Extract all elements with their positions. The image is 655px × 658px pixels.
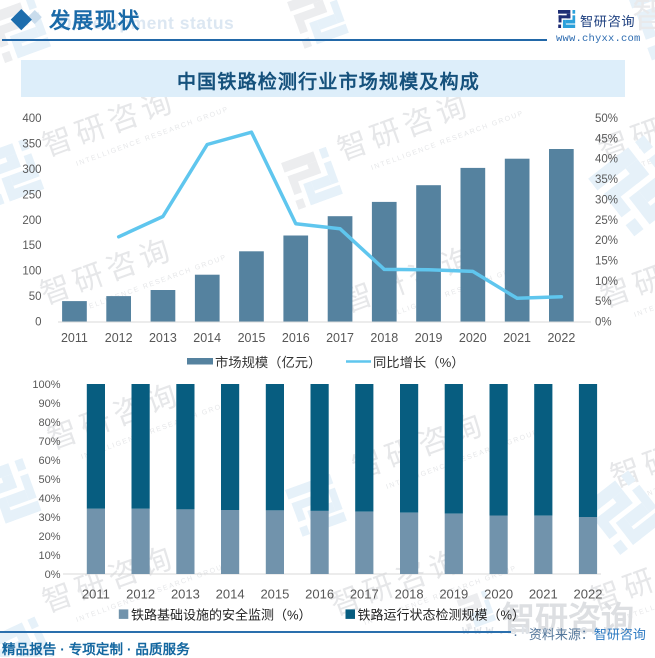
svg-text:350: 350 (22, 138, 41, 150)
svg-text:2013: 2013 (171, 587, 200, 602)
svg-text:400: 400 (22, 113, 41, 125)
svg-text:铁路基础设施的安全监测（%）: 铁路基础设施的安全监测（%） (131, 608, 312, 623)
svg-text:0%: 0% (45, 569, 61, 581)
svg-text:50%: 50% (38, 474, 60, 486)
svg-text:5%: 5% (595, 296, 612, 308)
svg-text:100: 100 (22, 266, 41, 278)
svg-text:同比增长（%）: 同比增长（%） (373, 355, 465, 370)
svg-text:30%: 30% (38, 512, 60, 524)
svg-text:80%: 80% (38, 417, 60, 429)
svg-text:2011: 2011 (82, 587, 110, 602)
svg-text:10%: 10% (38, 550, 60, 562)
svg-text:2017: 2017 (326, 331, 354, 345)
svg-text:2021: 2021 (529, 587, 558, 602)
svg-text:2015: 2015 (238, 331, 266, 345)
svg-text:2013: 2013 (149, 331, 177, 345)
svg-text:70%: 70% (38, 436, 60, 448)
svg-text:2018: 2018 (395, 587, 424, 602)
svg-text:20%: 20% (38, 531, 60, 543)
svg-text:2014: 2014 (193, 331, 221, 345)
svg-text:100%: 100% (32, 379, 60, 391)
svg-text:2014: 2014 (216, 587, 245, 602)
svg-text:2020: 2020 (484, 587, 513, 602)
svg-text:2018: 2018 (370, 331, 398, 345)
svg-text:2017: 2017 (350, 587, 379, 602)
svg-text:2015: 2015 (260, 587, 289, 602)
svg-text:35%: 35% (595, 174, 618, 186)
svg-text:20%: 20% (595, 235, 618, 247)
svg-text:60%: 60% (38, 455, 60, 467)
svg-text:200: 200 (22, 215, 41, 227)
svg-text:90%: 90% (38, 398, 60, 410)
svg-text:2022: 2022 (574, 587, 603, 602)
svg-text:150: 150 (22, 240, 41, 252)
svg-text:市场规模（亿元）: 市场规模（亿元） (215, 354, 321, 370)
svg-text:0%: 0% (595, 317, 612, 329)
svg-text:2016: 2016 (305, 587, 334, 602)
svg-text:0: 0 (35, 317, 41, 329)
svg-text:2012: 2012 (126, 587, 155, 602)
svg-text:50: 50 (29, 291, 42, 303)
svg-text:2011: 2011 (61, 331, 88, 345)
svg-text:2019: 2019 (439, 587, 468, 602)
svg-text:40%: 40% (595, 154, 618, 166)
svg-text:2016: 2016 (282, 331, 310, 345)
svg-text:300: 300 (22, 164, 41, 176)
svg-text:50%: 50% (595, 113, 618, 125)
svg-text:铁路运行状态检测规模（%）: 铁路运行状态检测规模（%） (358, 608, 526, 623)
svg-text:250: 250 (22, 189, 41, 201)
svg-text:2022: 2022 (547, 331, 575, 345)
svg-text:40%: 40% (38, 493, 60, 505)
svg-text:2012: 2012 (105, 331, 133, 345)
svg-text:25%: 25% (595, 215, 618, 227)
svg-text:2020: 2020 (459, 331, 487, 345)
svg-text:2021: 2021 (503, 331, 531, 345)
svg-text:10%: 10% (595, 276, 618, 288)
svg-text:2019: 2019 (415, 331, 443, 345)
svg-text:45%: 45% (595, 133, 618, 145)
svg-text:30%: 30% (595, 194, 618, 206)
svg-text:15%: 15% (595, 255, 618, 267)
